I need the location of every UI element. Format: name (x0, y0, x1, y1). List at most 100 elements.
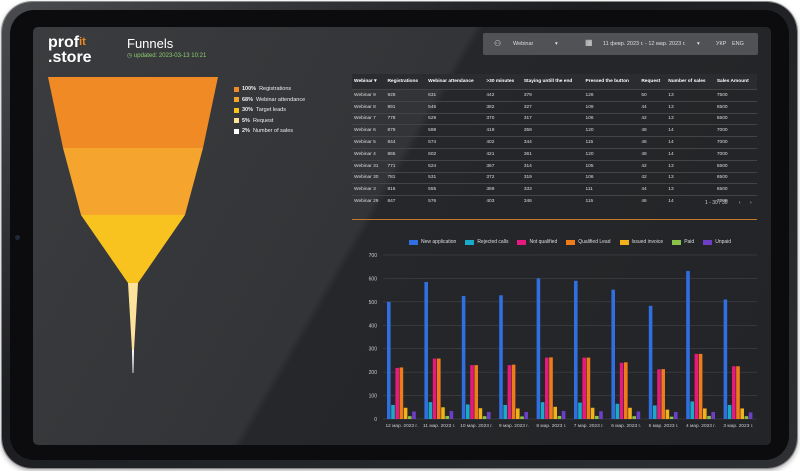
col-webinar-attendance[interactable]: Webinar attendance (426, 74, 485, 90)
bar[interactable] (474, 365, 478, 419)
col-pressed-button[interactable]: Pressed the button (583, 74, 640, 90)
bar[interactable] (461, 296, 466, 419)
bar[interactable] (590, 407, 595, 419)
prev-page-icon[interactable]: ‹ (738, 200, 741, 206)
bar[interactable] (499, 295, 503, 419)
bar[interactable] (399, 367, 404, 419)
funnel-level-sales[interactable] (132, 350, 134, 373)
legend-item[interactable]: Rejected calls (465, 239, 508, 245)
table-row[interactable]: Webinar 29 847 576 403 346 115 46 14 7000 (352, 195, 757, 207)
legend-item[interactable]: Unpaid (703, 239, 731, 245)
bar[interactable] (595, 415, 599, 419)
bar[interactable] (516, 408, 520, 419)
webinar-filter-label[interactable]: Webinar (513, 41, 534, 47)
legend-item[interactable]: Qualified Lead (566, 239, 611, 245)
bar[interactable] (441, 407, 445, 419)
bar[interactable] (395, 367, 399, 419)
table-row[interactable]: Webinar 3 816 555 389 333 111 44 13 6500 (352, 183, 757, 196)
table-row[interactable]: Webinar 31 771 524 367 314 105 42 13 6500 (352, 159, 757, 173)
col-30-minutes[interactable]: >30 minutes (484, 74, 522, 90)
bar[interactable] (487, 411, 491, 419)
funnel-level-webinar-attendance[interactable] (63, 148, 203, 215)
bar[interactable] (545, 357, 549, 419)
bar[interactable] (408, 416, 412, 419)
bar[interactable] (636, 411, 641, 419)
bar[interactable] (536, 278, 541, 419)
bar[interactable] (732, 366, 736, 419)
bar[interactable] (711, 411, 715, 419)
funnel-level-registrations[interactable] (48, 77, 218, 148)
table-row[interactable]: Webinar 6 879 598 419 359 120 48 14 7000 (352, 124, 757, 137)
bar[interactable] (599, 411, 603, 419)
bar[interactable] (611, 289, 615, 419)
bar[interactable] (449, 411, 454, 419)
table-row[interactable]: Webinar 4 865 602 421 361 120 48 14 7000 (352, 147, 757, 161)
bar[interactable] (520, 416, 524, 419)
legend-item[interactable]: Issued invoice (619, 239, 663, 245)
bar[interactable] (740, 408, 744, 419)
next-page-icon[interactable]: › (749, 200, 752, 206)
bar[interactable] (445, 415, 449, 419)
table-row[interactable]: Webinar 8 891 545 382 327 109 44 13 6500 (352, 100, 757, 114)
bar[interactable] (549, 357, 553, 419)
bar[interactable] (470, 365, 474, 419)
bar[interactable] (561, 411, 566, 419)
col-webinar[interactable]: Webinar ▾ (352, 74, 386, 90)
bar[interactable] (661, 369, 665, 419)
bar[interactable] (648, 305, 653, 419)
table-row[interactable]: Webinar 30 781 531 372 319 106 42 13 6500 (352, 171, 757, 184)
col-registrations[interactable]: Registrations (385, 74, 427, 90)
bar[interactable] (403, 407, 408, 419)
webinar-filter-chevron-icon[interactable]: ▾ (555, 41, 558, 47)
lang-ukr-button[interactable]: УКР (716, 41, 727, 47)
bar[interactable] (578, 402, 582, 419)
bar[interactable] (744, 416, 749, 419)
bar[interactable] (703, 408, 707, 419)
bar[interactable] (432, 358, 437, 419)
funnel-level-target-leads[interactable] (81, 215, 185, 283)
legend-item[interactable]: New application (409, 239, 456, 245)
col-number-of-sales[interactable]: Number of sales (666, 74, 715, 90)
bar[interactable] (503, 404, 507, 419)
bar[interactable] (669, 416, 674, 419)
bar[interactable] (428, 402, 433, 419)
bar[interactable] (582, 357, 586, 419)
bar[interactable] (736, 366, 740, 419)
funnel-level-request[interactable] (128, 283, 138, 350)
bar[interactable] (686, 270, 690, 419)
bar[interactable] (412, 411, 416, 419)
bar[interactable] (632, 416, 636, 419)
bar[interactable] (387, 301, 391, 419)
bar[interactable] (727, 404, 732, 419)
col-sales-amount[interactable]: Sales Amount (714, 74, 757, 90)
table-row[interactable]: Webinar 9 928 631 442 379 126 50 13 7500 (352, 89, 757, 102)
legend-item[interactable]: Paid (672, 239, 694, 245)
bar[interactable] (574, 280, 578, 419)
bar[interactable] (557, 415, 562, 419)
table-row[interactable]: Webinar 7 778 529 370 317 106 42 13 6500 (352, 112, 757, 125)
bar[interactable] (507, 365, 512, 419)
date-range-chevron-icon[interactable]: ▾ (697, 41, 700, 47)
legend-item[interactable]: Not qualified (517, 239, 557, 245)
bar[interactable] (482, 416, 487, 419)
bar[interactable] (424, 281, 428, 419)
bar[interactable] (511, 364, 516, 419)
col-request[interactable]: Request (639, 74, 667, 90)
bar[interactable] (707, 415, 711, 419)
logo[interactable]: profit .store (48, 35, 92, 66)
bar[interactable] (437, 358, 441, 419)
bar[interactable] (391, 404, 395, 419)
bar[interactable] (690, 401, 694, 419)
bar[interactable] (657, 369, 661, 419)
bar[interactable] (619, 362, 624, 419)
bar[interactable] (694, 353, 699, 419)
bar[interactable] (624, 362, 628, 419)
bar[interactable] (586, 357, 591, 419)
bar[interactable] (628, 407, 632, 419)
bar[interactable] (524, 411, 528, 419)
bar[interactable] (553, 406, 557, 419)
bar[interactable] (723, 299, 728, 419)
bar[interactable] (698, 353, 703, 419)
bar[interactable] (674, 411, 678, 419)
bar[interactable] (653, 405, 657, 419)
